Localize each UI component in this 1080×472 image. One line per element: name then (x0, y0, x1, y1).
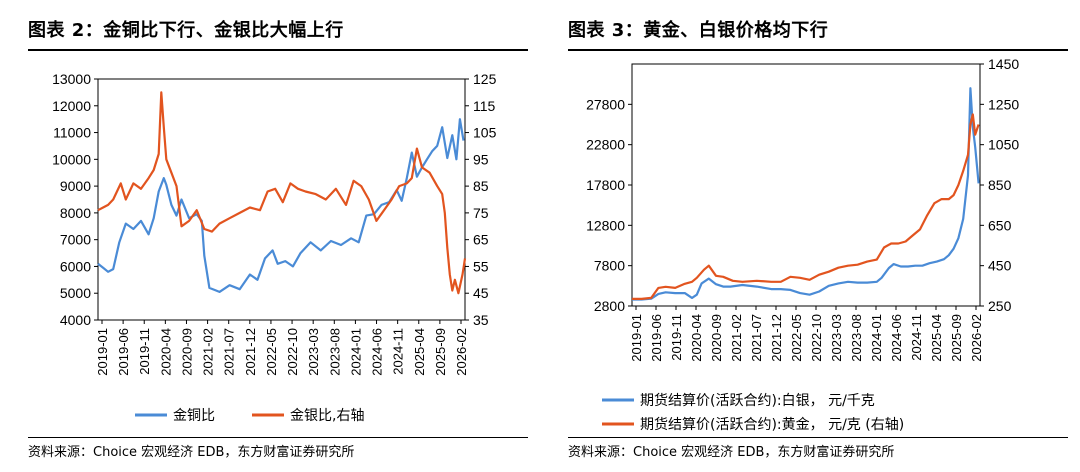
chart-svg: 4000 5000 6000 7000 8000 9000 10000 11000 12000 1… (52, 71, 497, 424)
left-axis-tick-label: 6000 (60, 258, 91, 274)
x-axis-tick-label: 2019-01 (629, 314, 644, 362)
x-axis-tick-label: 2021-02 (201, 328, 216, 376)
x-axis-tick-label: 2025-09 (433, 328, 448, 376)
plot-area (97, 78, 466, 321)
legend-label: 金铜比 (173, 408, 215, 424)
left-axis-tick-label: 7000 (60, 232, 91, 248)
x-axis-tick-label: 2022-05 (264, 328, 279, 376)
series-line (632, 113, 980, 300)
left-axis-tick-label: 22800 (586, 137, 625, 153)
x-axis-tick-label: 2024-11 (909, 314, 924, 361)
left-axis-tick-label: 7800 (594, 258, 625, 274)
plot-area (631, 63, 981, 307)
x-axis-tick-label: 2024-11 (391, 328, 406, 375)
chart-svg: 2800 7800 12800 17800 22800 27800 250 450 650 850… (586, 56, 1019, 433)
legend-label: 金银比,右轴 (290, 408, 364, 424)
source-note: 资料来源：Choice 宏观经济 EDB，东方财富证券研究所 (28, 445, 355, 460)
right-axis-tick-label: 55 (473, 258, 489, 274)
x-axis-tick-label: 2022-05 (789, 314, 804, 362)
x-axis-tick-label: 2019-11 (669, 314, 684, 361)
right-axis-tick-label: 1050 (988, 137, 1019, 153)
right-axis-tick-label: 45 (473, 285, 489, 301)
left-axis-tick-label: 11000 (53, 125, 91, 141)
x-axis-tick-label: 2023-03 (829, 314, 844, 362)
right-axis-tick-label: 75 (473, 205, 489, 221)
left-axis-tick-label: 9000 (60, 178, 91, 194)
x-axis-tick-label: 2021-12 (769, 314, 784, 362)
x-axis-tick-label: 2020-04 (158, 328, 173, 376)
legend-label: 期货结算价(活跃合约):黄金， 元/克 (右轴) (640, 416, 904, 433)
title-rule (568, 49, 1068, 51)
left-axis-tick-label: 8000 (60, 205, 91, 221)
title-rule (28, 49, 528, 51)
series-line (632, 87, 980, 301)
x-axis-tick-label: 2021-02 (729, 314, 744, 362)
x-axis-tick-label: 2023-08 (327, 328, 342, 376)
left-axis-tick-label: 13000 (52, 71, 91, 87)
right-axis-tick-label: 95 (473, 151, 489, 167)
left-axis-tick-label: 2800 (594, 298, 625, 314)
left-axis-tick-label: 12800 (586, 217, 625, 233)
x-axis-tick-label: 2019-06 (649, 314, 664, 362)
left-axis-tick-label: 4000 (60, 312, 91, 328)
left-axis-tick-label: 27800 (586, 96, 625, 112)
x-axis-tick-label: 2025-09 (949, 314, 964, 362)
x-axis-tick-label: 2023-08 (849, 314, 864, 362)
right-axis-tick-label: 35 (473, 312, 489, 328)
right-axis-tick-label: 125 (473, 71, 497, 87)
x-axis-tick-label: 2024-06 (889, 314, 904, 362)
x-axis-tick-label: 2025-04 (929, 314, 944, 362)
chart-panel-gold-copper-silver: 图表 2：金铜比下行、金银比大幅上行 4000 5000 6000 7000 8000 9… (28, 20, 528, 460)
x-axis-tick-label: 2024-01 (869, 314, 884, 362)
x-axis-tick-label: 2021-07 (222, 328, 237, 376)
x-axis-tick-label: 2022-10 (285, 328, 300, 376)
right-axis-tick-label: 65 (473, 232, 489, 248)
figure-title: 图表 3：黄金、白银价格均下行 (568, 20, 829, 41)
right-axis-tick-label: 1250 (988, 96, 1019, 112)
right-axis-tick-label: 250 (988, 298, 1012, 314)
right-axis-tick-label: 85 (473, 178, 489, 194)
x-axis-tick-label: 2024-01 (348, 328, 363, 376)
right-axis-tick-label: 650 (988, 217, 1012, 233)
x-axis-tick-label: 2020-09 (179, 328, 194, 376)
left-axis-tick-label: 5000 (60, 285, 91, 301)
chart-panel-gold-silver-price: 图表 3：黄金、白银价格均下行 2800 7800 12800 17800 22800 2… (540, 0, 1080, 472)
left-axis-tick-label: 10000 (52, 151, 91, 167)
legend-label: 期货结算价(活跃合约):白银， 元/千克 (640, 392, 875, 409)
source-note: 资料来源：Choice 宏观经济 EDB，东方财富证券研究所 (568, 445, 895, 460)
left-axis-tick-label: 17800 (586, 177, 625, 193)
series-line (97, 118, 465, 293)
x-axis-tick-label: 2022-10 (809, 314, 824, 362)
figure-title: 图表 2：金铜比下行、金银比大幅上行 (28, 20, 344, 41)
x-axis-tick-label: 2019-11 (137, 328, 152, 375)
right-axis-tick-label: 850 (988, 177, 1012, 193)
right-axis-tick-label: 105 (473, 125, 497, 141)
right-axis-tick-label: 1450 (988, 56, 1019, 72)
x-axis-tick-label: 2021-07 (749, 314, 764, 362)
left-axis-tick-label: 12000 (52, 98, 91, 114)
x-axis-tick-label: 2023-03 (306, 328, 321, 376)
x-axis-tick-label: 2020-04 (689, 314, 704, 362)
footer-rule (568, 437, 1068, 438)
x-axis-tick-label: 2024-06 (370, 328, 385, 376)
x-axis-tick-label: 2020-09 (709, 314, 724, 362)
x-axis-tick-label: 2025-04 (412, 328, 427, 376)
right-axis-tick-label: 115 (473, 98, 496, 114)
footer-rule (28, 437, 528, 438)
x-axis-tick-label: 2019-06 (116, 328, 131, 376)
x-axis-tick-label: 2021-12 (243, 328, 258, 376)
right-axis-tick-label: 450 (988, 258, 1012, 274)
x-axis-tick-label: 2026-02 (454, 328, 469, 376)
x-axis-tick-label: 2019-01 (95, 328, 110, 376)
x-axis-tick-label: 2026-02 (969, 314, 984, 362)
series-line (97, 91, 467, 295)
